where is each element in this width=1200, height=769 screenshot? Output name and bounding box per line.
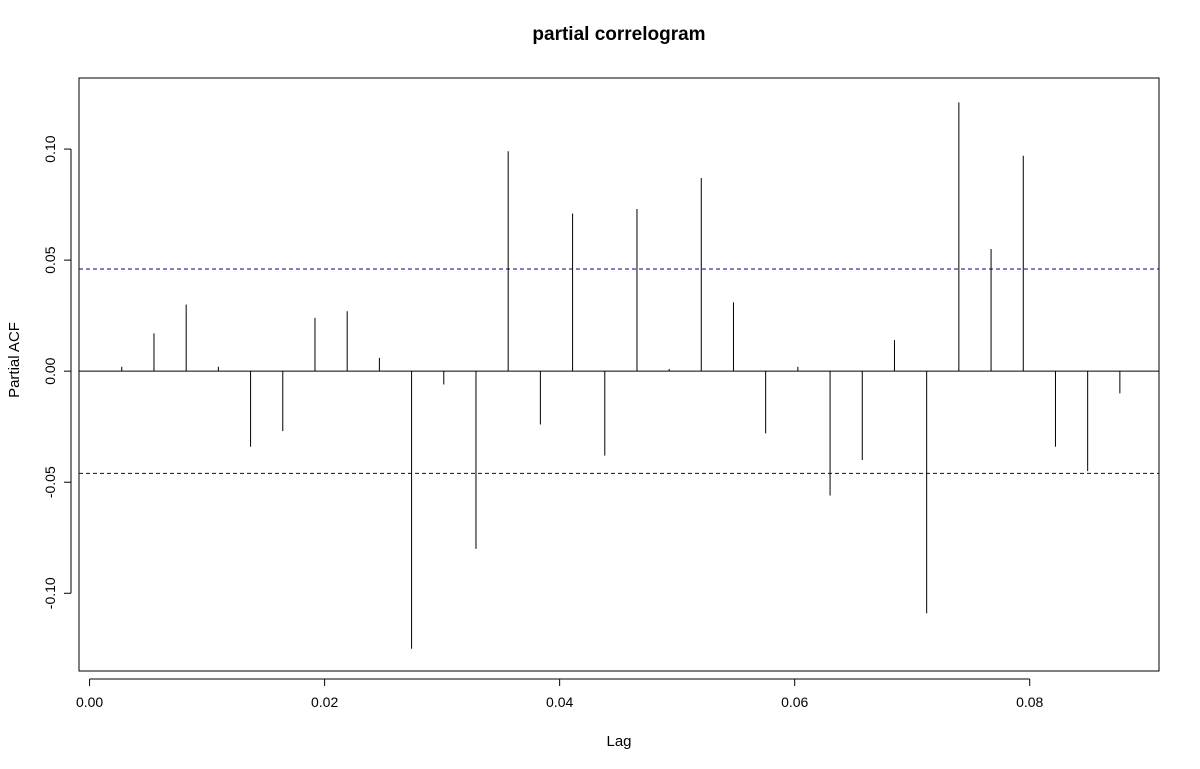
y-tick-label: 0.10 — [42, 135, 58, 162]
x-axis-label: Lag — [606, 733, 631, 750]
y-tick-label: 0.05 — [42, 246, 58, 273]
x-tick-label: 0.00 — [76, 694, 103, 710]
x-tick-label: 0.04 — [546, 694, 573, 710]
x-tick-label: 0.06 — [781, 694, 808, 710]
plot-area: 0.00 0.02 0.04 0.06 0.08 -0.10 -0.05 0.00 0.05 0.… — [42, 77, 1160, 710]
x-tick-label: 0.02 — [311, 694, 338, 710]
y-tick-label: 0.00 — [42, 357, 58, 384]
x-tick-label: 0.08 — [1016, 694, 1043, 710]
y-tick-label: -0.05 — [42, 466, 58, 498]
plot-frame — [78, 77, 1160, 672]
y-axis-label: Partial ACF — [6, 322, 23, 398]
y-tick-label: -0.10 — [42, 577, 58, 609]
chart-title: partial correlogram — [532, 24, 705, 45]
